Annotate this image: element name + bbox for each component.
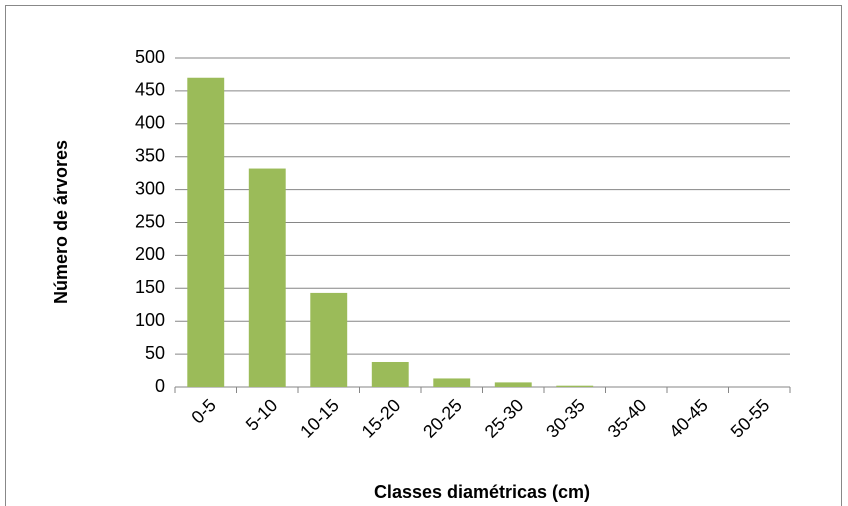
y-tick-label: 50 [145,343,165,363]
y-tick-label: 350 [135,145,165,165]
y-tick-label: 450 [135,80,165,100]
bar [187,77,225,388]
bar [371,361,409,387]
bar [248,168,286,387]
bar [556,385,594,387]
y-tick-label: 200 [135,244,165,264]
x-axis-title: Classes diamétricas (cm) [374,482,590,502]
y-axis-title: Número de árvores [51,140,71,304]
bar [494,382,532,387]
y-tick-label: 250 [135,211,165,231]
y-tick-label: 400 [135,113,165,133]
bar [433,378,471,387]
y-tick-label: 0 [155,376,165,396]
y-tick-label: 300 [135,178,165,198]
bar [310,292,348,387]
y-tick-label: 150 [135,277,165,297]
y-tick-label: 500 [135,47,165,67]
y-tick-label: 100 [135,310,165,330]
